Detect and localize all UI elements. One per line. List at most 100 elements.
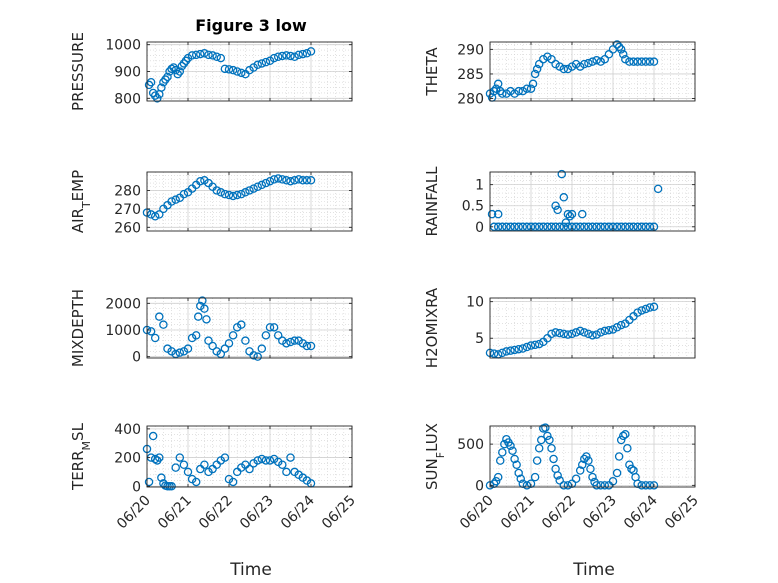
data-point [282,467,291,477]
data-point [294,50,303,60]
data-point [641,222,651,232]
subplot-terr-msl: 0 200 400 06/20 06/21 06/22 06/23 06/24 06/25 TER… [69,422,359,532]
data-point [290,52,299,62]
data-point [567,62,577,71]
data-point [629,57,638,66]
data-point [604,50,614,59]
data-point [493,472,503,482]
data-point [302,341,312,351]
data-point [600,481,610,490]
data-point [155,453,164,462]
data-point [534,222,544,232]
data-point [155,210,164,219]
x-tick-label: 06/24 [621,492,661,532]
data-point [282,176,291,185]
data-point [257,344,267,353]
data-point [510,89,519,98]
data-point [612,468,622,478]
figure-title: Figure 3 low [195,16,307,35]
data-point [534,59,544,69]
data-point [491,476,501,486]
data-point [498,348,507,358]
data-point [637,306,646,315]
data-point [171,65,180,75]
data-point [633,57,642,66]
data-point [241,336,250,345]
y-axis-label: TERRMSL [69,422,93,491]
data-point [616,320,626,330]
data-point [265,456,275,465]
y-tick-label: 400 [114,422,141,438]
data-point [298,176,308,185]
data-point [278,51,287,61]
x-tick-label: 06/23 [237,493,277,533]
data-point [191,50,201,60]
data-point [306,176,316,185]
data-point [306,341,316,351]
data-point [200,460,209,470]
subplot-theta: 280 285 290 THETA [423,40,696,108]
data-point [604,325,614,335]
y-tick-label: 0 [475,220,484,236]
data-point [220,64,230,74]
y-tick-label: 800 [114,91,141,107]
data-point [208,51,217,60]
data-point [559,222,569,232]
data-point [534,444,544,453]
axes-box [489,297,696,359]
data-point [228,331,238,340]
x-tick-label: 06/23 [580,493,620,533]
data-point [596,328,605,337]
data-point [582,452,591,461]
data-point [155,312,164,321]
data-point [571,59,581,69]
data-point [514,344,523,354]
data-point [265,323,275,332]
data-point [565,211,575,221]
data-point [563,64,573,74]
data-point [547,54,556,64]
y-tick-label: 280 [457,92,484,108]
data-point [637,222,646,232]
data-point [506,346,515,355]
subplot-h2omixra: 5 10 H2OMIXRA [423,287,696,368]
data-point [526,341,536,350]
data-point [551,328,560,337]
data-point [516,474,526,484]
data-point [592,222,601,232]
data-point [502,89,511,98]
data-point [522,222,532,232]
data-point [563,481,573,490]
data-point [179,460,189,470]
data-point [232,67,242,76]
y-axis-label: AIRTEMP [69,170,93,233]
data-point [493,209,503,219]
data-point [510,222,519,232]
data-point [641,481,651,490]
x-tick-label: 06/22 [539,493,579,533]
data-point [510,345,519,355]
plot-area [490,298,695,358]
data-point [261,57,271,67]
data-point [530,222,540,232]
data-point [502,347,511,356]
data-point [148,431,158,441]
data-point [228,191,238,201]
data-point [641,304,651,314]
x-tick-label: 06/20 [457,493,497,533]
data-point [237,320,246,329]
data-point [637,481,646,490]
data-point [514,222,523,232]
data-point [489,349,499,358]
data-point [539,222,548,232]
y-axis-label: H2OMIXRA [423,287,441,368]
data-point [506,86,515,96]
data-point [286,176,295,186]
data-point [198,296,207,305]
y-axis-label: PRESSURE [69,32,87,111]
data-point [645,303,655,312]
data-point [294,175,303,184]
data-point [273,174,283,183]
data-point [575,62,585,71]
data-point [561,218,571,227]
